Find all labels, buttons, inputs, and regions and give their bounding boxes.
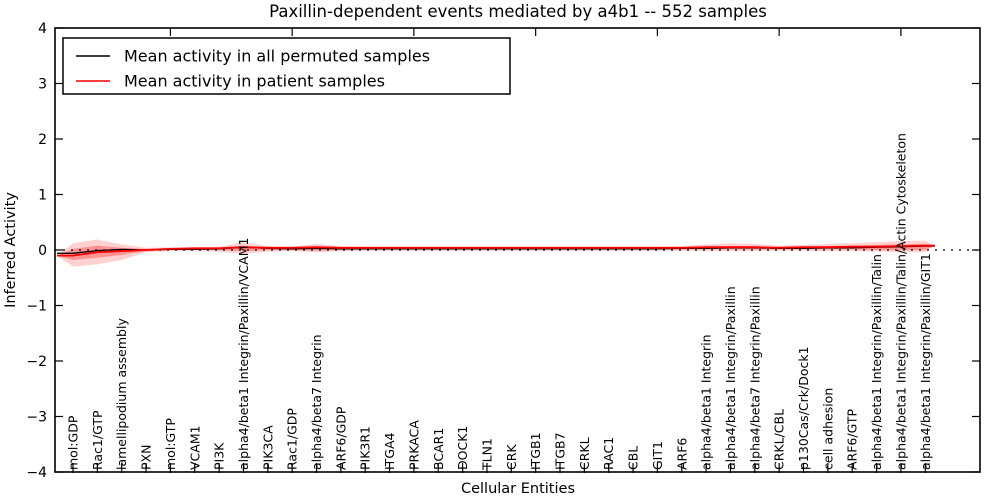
y-tick-label: 3: [38, 76, 47, 92]
x-tick-label: TLN1: [480, 438, 495, 471]
x-tick-label: VCAM1: [187, 425, 202, 470]
x-tick-label: ARF6/GDP: [333, 406, 348, 470]
x-tick-label: alpha4/beta1 Integrin/Paxillin/Talin: [869, 254, 884, 470]
x-tick-label: CBL: [626, 446, 641, 470]
y-tick-label: 2: [38, 132, 47, 148]
x-tick-label: alpha4/beta1 Integrin: [699, 334, 714, 470]
x-tick-label: CRKL/CBL: [772, 409, 787, 470]
y-tick-label: −3: [26, 409, 47, 425]
y-tick-label: −1: [26, 298, 47, 314]
y-tick-label: 4: [38, 21, 47, 37]
x-tick-label: mol:GDP: [66, 415, 81, 470]
x-tick-label: PIK3R1: [358, 426, 373, 470]
x-tick-label: alpha4/beta1 Integrin/Paxillin: [723, 286, 738, 470]
chart-title: Paxillin-dependent events mediated by a4…: [269, 2, 767, 21]
legend: Mean activity in all permuted samples Me…: [62, 37, 511, 95]
x-tick-label: alpha4/beta7 Integrin/Paxillin: [747, 286, 762, 470]
x-tick-label: lamellipodium assembly: [114, 318, 129, 470]
x-tick-label: PRKACA: [406, 420, 421, 470]
legend-label-permuted: Mean activity in all permuted samples: [124, 47, 430, 66]
y-tick-label: 0: [38, 243, 47, 259]
x-tick-label: ITGA4: [382, 432, 397, 470]
x-tick-label: BCAR1: [431, 428, 446, 470]
x-tick-label: cell adhesion: [820, 388, 835, 470]
x-tick-label: PXN: [139, 445, 154, 470]
x-tick-label: DOCK1: [455, 426, 470, 470]
y-axis-label: Inferred Activity: [3, 192, 19, 308]
x-tick-label: GIT1: [650, 441, 665, 470]
mean-line-permuted: [57, 245, 935, 254]
x-tick-label: CRK: [504, 444, 519, 470]
legend-box: [62, 37, 511, 95]
x-tick-label: alpha4/beta1 Integrin/Paxillin/Talin/Act…: [893, 133, 908, 470]
x-axis-label: Cellular Entities: [461, 481, 575, 497]
x-tick-label: RAC1: [601, 437, 616, 470]
legend-label-patient: Mean activity in patient samples: [124, 72, 385, 91]
x-tick-label: Rac1/GDP: [285, 408, 300, 470]
x-tick-label: mol:GTP: [163, 418, 178, 470]
confidence-band-outer: [57, 239, 935, 267]
mean-line-patient: [57, 244, 935, 257]
x-tick-label: PIK3CA: [260, 425, 275, 470]
x-tick-label: alpha4/beta1 Integrin/Paxillin/VCAM1: [236, 238, 251, 470]
x-tick-label: CRKL: [577, 437, 592, 470]
y-tick-label: −4: [26, 465, 47, 481]
x-tick-label: alpha4/beta1 Integrin/Paxillin/GIT1: [918, 253, 933, 470]
plot-frame: [54, 27, 981, 473]
y-tick-label: 1: [38, 187, 47, 203]
y-tick-label: −2: [26, 354, 47, 370]
plot-area: 4 3 2 1 0 −1 −2 −3 −4 mol:GDP Rac1/GTP lamellipodiu…: [26, 21, 980, 481]
x-tick-label: ARF6: [674, 438, 689, 470]
x-tick-label: ITGB1: [528, 432, 543, 470]
x-tick-label: Rac1/GTP: [90, 410, 105, 470]
x-tick-label: alpha4/beta7 Integrin: [309, 334, 324, 470]
x-tick-label: p130Cas/Crk/Dock1: [796, 346, 811, 470]
x-tick-label: ARF6/GTP: [845, 409, 860, 470]
x-tick-label: ITGB7: [553, 432, 568, 470]
x-tick-label: PI3K: [212, 442, 227, 470]
